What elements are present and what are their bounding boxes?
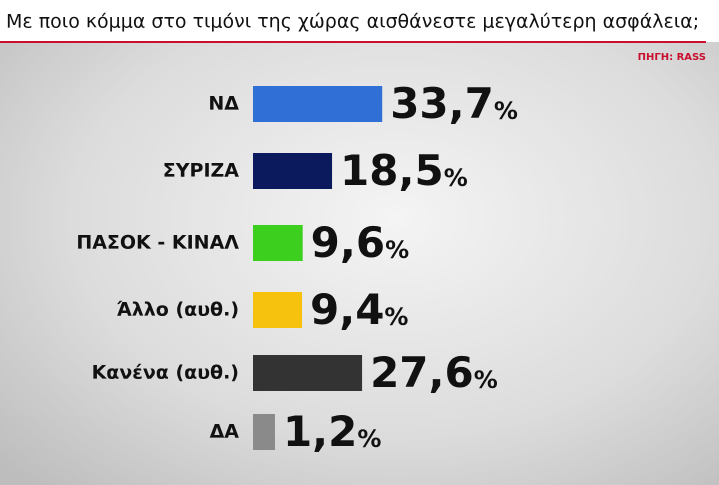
category-label: ΣΥΡΙΖΑ bbox=[163, 160, 240, 182]
bar bbox=[253, 414, 275, 450]
bar bbox=[253, 86, 383, 122]
value-label: 33,7% bbox=[390, 79, 518, 128]
bar bbox=[253, 292, 303, 328]
category-label: ΔΑ bbox=[210, 421, 240, 443]
source: ΠΗΓΗ: RASS bbox=[638, 52, 706, 63]
category-label: Άλλο (αυθ.) bbox=[117, 299, 239, 321]
value-label: 9,4% bbox=[310, 285, 408, 334]
bar bbox=[253, 153, 333, 189]
category-label: ΠΑΣΟΚ - ΚΙΝΑΛ bbox=[76, 232, 239, 254]
bar bbox=[253, 355, 363, 391]
bar bbox=[253, 225, 303, 261]
value-label: 27,6% bbox=[370, 348, 498, 397]
value-label: 18,5% bbox=[340, 146, 468, 195]
category-label: Κανένα (αυθ.) bbox=[92, 362, 239, 384]
chart-title: Με ποιο κόμμα στο τιμόνι της χώρας αισθά… bbox=[6, 11, 699, 33]
value-label: 1,2% bbox=[283, 407, 381, 456]
title-bar bbox=[0, 0, 719, 42]
category-label: ΝΔ bbox=[208, 93, 239, 115]
value-label: 9,6% bbox=[311, 218, 409, 267]
